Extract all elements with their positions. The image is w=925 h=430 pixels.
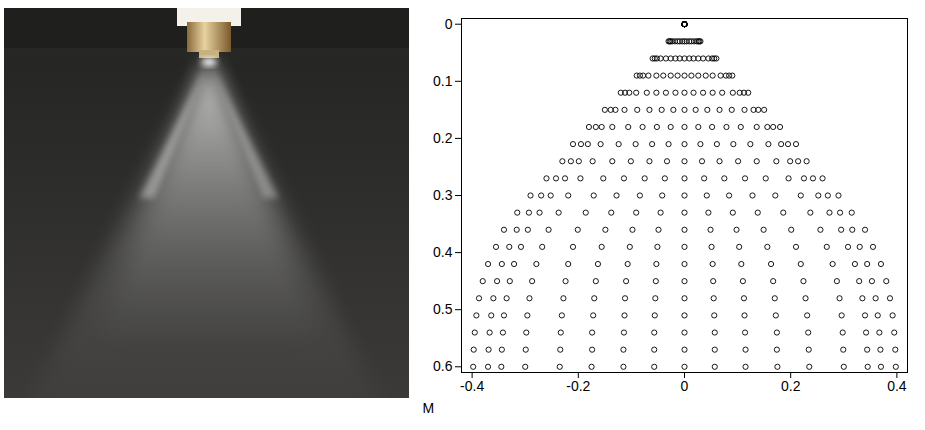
svg-text:0.2: 0.2 <box>433 130 453 146</box>
svg-text:0.4: 0.4 <box>433 244 453 260</box>
svg-text:-0.2: -0.2 <box>566 378 590 394</box>
svg-text:0.3: 0.3 <box>433 187 453 203</box>
svg-text:0: 0 <box>681 378 689 394</box>
svg-text:0.4: 0.4 <box>887 378 907 394</box>
svg-text:0.1: 0.1 <box>433 73 453 89</box>
svg-text:M: M <box>423 400 435 416</box>
svg-text:0.5: 0.5 <box>433 301 453 317</box>
svg-text:-0.4: -0.4 <box>460 378 484 394</box>
svg-text:0: 0 <box>445 16 453 32</box>
svg-text:0.2: 0.2 <box>781 378 801 394</box>
svg-text:0.6: 0.6 <box>433 358 453 374</box>
